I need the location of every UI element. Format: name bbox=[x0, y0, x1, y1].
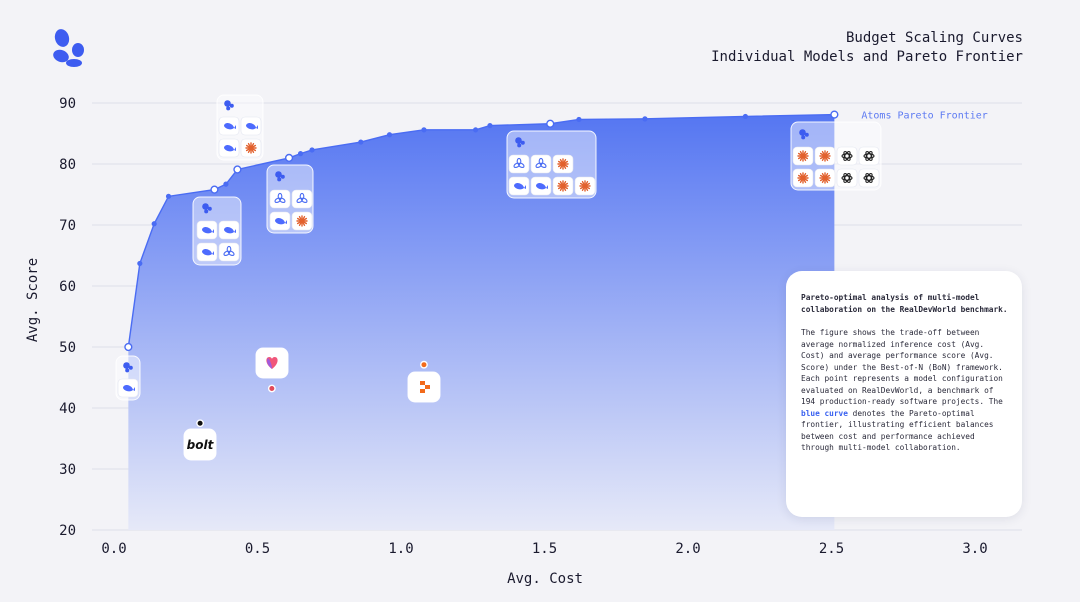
claude-asterisk-icon bbox=[819, 172, 831, 184]
replit-logo-card bbox=[407, 371, 441, 403]
y-tick-label-20: 20 bbox=[59, 523, 76, 539]
deepseek-whale-icon bbox=[123, 384, 135, 392]
x-tick-label-3.0: 3.0 bbox=[962, 541, 987, 557]
gemini-flower-icon bbox=[223, 245, 235, 257]
replit-icon bbox=[420, 381, 430, 393]
y-tick-label-90: 90 bbox=[59, 96, 76, 112]
pareto-point bbox=[546, 119, 555, 128]
deepseek-whale-icon bbox=[246, 122, 258, 130]
chart-title-line-1: Budget Scaling Curves bbox=[845, 30, 1023, 46]
x-tick-label-1.5: 1.5 bbox=[532, 541, 557, 557]
pareto-point bbox=[473, 127, 479, 133]
atoms-icon bbox=[275, 171, 285, 182]
atoms-icon bbox=[202, 203, 212, 214]
pareto-point bbox=[223, 181, 229, 187]
config-card-6-tile bbox=[858, 168, 880, 188]
info-card-body-end: denotes the Pareto-optimal frontier, ill… bbox=[801, 408, 994, 453]
openai-knot-icon bbox=[841, 150, 853, 162]
x-tick-label-2.0: 2.0 bbox=[675, 541, 700, 557]
deepseek-whale-icon bbox=[202, 226, 214, 234]
pareto-point bbox=[233, 165, 242, 174]
deepseek-whale-icon bbox=[536, 182, 548, 190]
series-label-pareto: Atoms Pareto Frontier bbox=[861, 111, 987, 122]
single-model-point-bolt bbox=[196, 419, 205, 428]
y-tick-label-80: 80 bbox=[59, 157, 76, 173]
gemini-flower-icon bbox=[296, 192, 308, 204]
chart-title-line-2: Individual Models and Pareto Frontier bbox=[711, 49, 1023, 65]
pareto-point bbox=[358, 139, 364, 145]
pareto-point bbox=[284, 153, 294, 163]
y-axis-label: Avg. Score bbox=[25, 258, 41, 342]
single-model-point-lovable bbox=[267, 384, 276, 393]
pareto-point bbox=[421, 127, 427, 133]
claude-asterisk-icon bbox=[557, 180, 569, 192]
openai-knot-icon bbox=[863, 150, 875, 162]
pareto-point bbox=[642, 116, 648, 122]
openai-knot-icon bbox=[841, 172, 853, 184]
deepseek-whale-icon bbox=[224, 226, 236, 234]
info-card: Pareto-optimal analysis of multi-model c… bbox=[786, 271, 1022, 517]
pareto-point bbox=[309, 147, 315, 153]
y-tick-label-40: 40 bbox=[59, 401, 76, 417]
pareto-point bbox=[124, 342, 133, 352]
y-tick-label-60: 60 bbox=[59, 279, 76, 295]
atoms-icon bbox=[123, 362, 133, 373]
gemini-flower-icon bbox=[274, 192, 286, 204]
info-card-body-start: The figure shows the trade-off between a… bbox=[801, 328, 1003, 406]
y-tick-label-70: 70 bbox=[59, 218, 76, 234]
gemini-flower-icon bbox=[513, 157, 525, 169]
claude-asterisk-icon bbox=[579, 180, 591, 192]
deepseek-whale-icon bbox=[224, 144, 236, 152]
pareto-point bbox=[576, 116, 582, 123]
x-tick-label-0.0: 0.0 bbox=[101, 541, 126, 557]
bolt-logo-card bbox=[183, 428, 217, 461]
config-card-6-tile bbox=[858, 146, 880, 166]
pareto-frontier-line bbox=[127, 113, 835, 348]
deepseek-whale-icon bbox=[202, 248, 214, 256]
y-tick-label-30: 30 bbox=[59, 462, 76, 478]
x-axis-label: Avg. Cost bbox=[507, 571, 583, 587]
claude-asterisk-icon bbox=[819, 150, 831, 162]
config-card-6-tile bbox=[836, 168, 858, 188]
single-model-point-replit bbox=[420, 360, 428, 369]
pareto-point bbox=[151, 221, 157, 227]
config-card-6-tile bbox=[836, 146, 858, 166]
info-card-highlight: blue curve bbox=[801, 408, 848, 418]
lovable-heart-icon bbox=[266, 357, 278, 369]
openai-knot-icon bbox=[863, 172, 875, 184]
x-tick-label-1.0: 1.0 bbox=[388, 541, 413, 557]
deepseek-whale-icon bbox=[514, 182, 526, 190]
pareto-point bbox=[742, 113, 749, 120]
pareto-point bbox=[830, 110, 839, 119]
pareto-area bbox=[128, 114, 835, 530]
x-tick-label-0.5: 0.5 bbox=[245, 541, 270, 557]
deepseek-whale-icon bbox=[275, 217, 287, 225]
info-card-title: Pareto-optimal analysis of multi-model c… bbox=[801, 293, 1008, 314]
pareto-point bbox=[137, 260, 143, 267]
bolt-logo: bolt bbox=[187, 438, 215, 452]
config-card-6 bbox=[790, 121, 882, 191]
atoms-icon bbox=[515, 137, 525, 148]
claude-asterisk-icon bbox=[557, 158, 569, 170]
pareto-point bbox=[386, 132, 393, 138]
atoms-logo-icon bbox=[53, 29, 84, 67]
gemini-flower-icon bbox=[535, 157, 547, 169]
pareto-point bbox=[210, 185, 219, 194]
pareto-point bbox=[165, 193, 172, 199]
claude-asterisk-icon bbox=[245, 142, 257, 154]
x-tick-label-2.5: 2.5 bbox=[819, 541, 844, 557]
pareto-point bbox=[297, 151, 304, 157]
claude-asterisk-icon bbox=[797, 150, 809, 162]
claude-asterisk-icon bbox=[797, 172, 809, 184]
info-card-body: The figure shows the trade-off between a… bbox=[801, 327, 1008, 454]
atoms-icon bbox=[224, 100, 234, 111]
y-tick-label-50: 50 bbox=[59, 340, 76, 356]
deepseek-whale-icon bbox=[224, 122, 236, 130]
pareto-point bbox=[487, 122, 493, 129]
atoms-icon bbox=[799, 129, 809, 140]
claude-asterisk-icon bbox=[296, 215, 308, 227]
